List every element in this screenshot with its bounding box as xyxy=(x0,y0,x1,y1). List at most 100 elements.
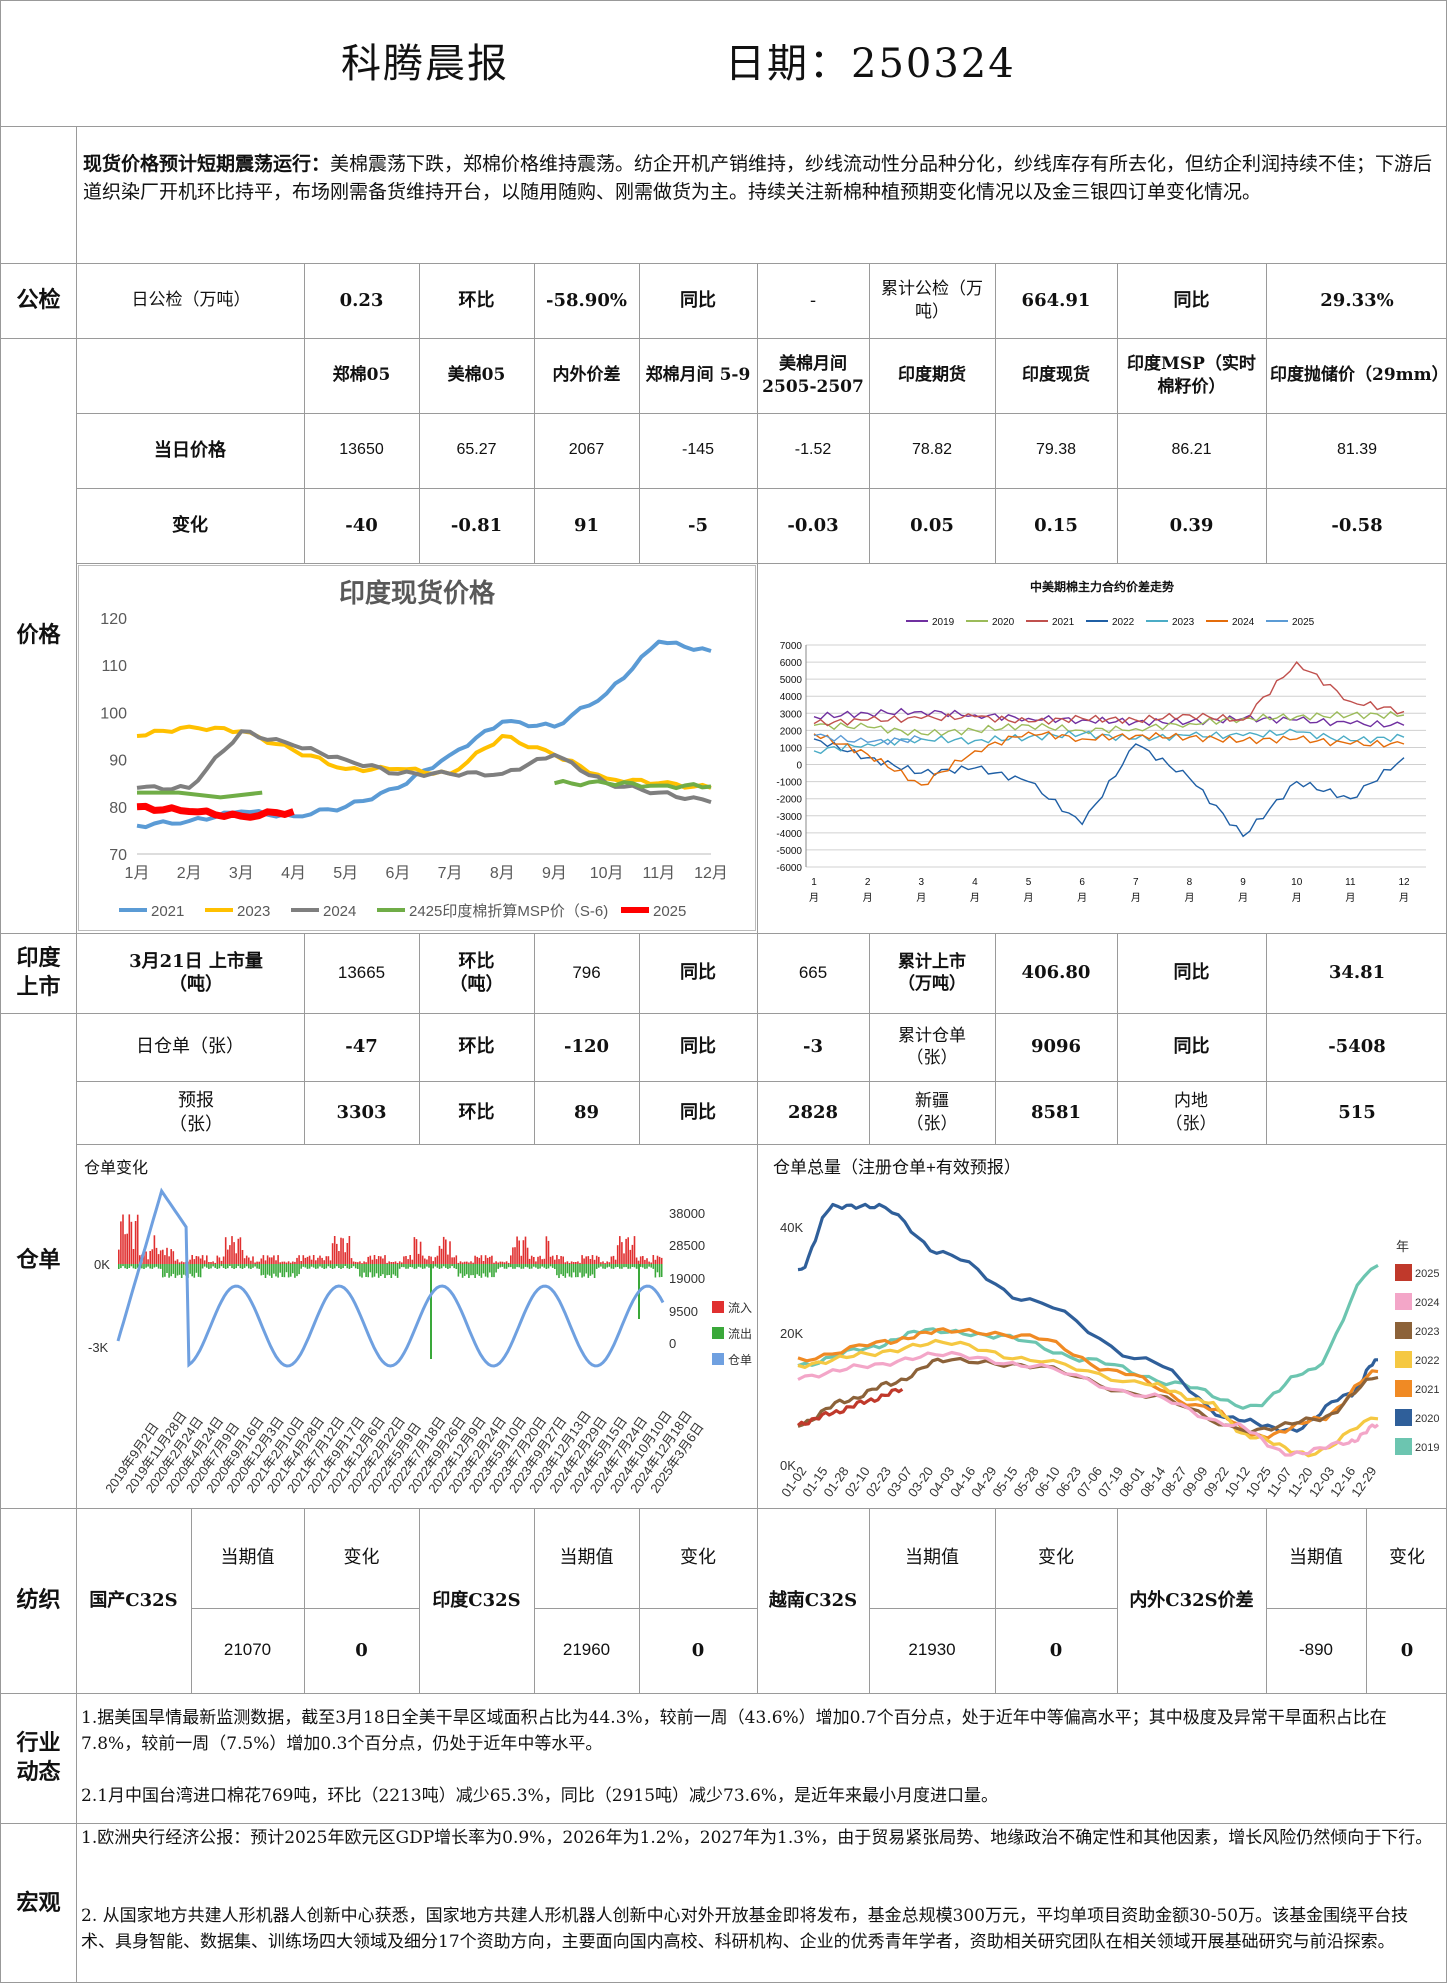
warrant-outflow-bar xyxy=(342,1264,344,1269)
spread-y-tick: -6000 xyxy=(776,863,802,874)
warrant-inflow-bar xyxy=(413,1237,416,1264)
warrant-inflow-bar xyxy=(371,1259,374,1264)
warrant-inflow-bar xyxy=(153,1235,156,1264)
warrant-outflow-bar xyxy=(436,1264,439,1268)
warrant-outflow-bar xyxy=(132,1264,135,1269)
spread-y-tick: 7000 xyxy=(780,641,803,652)
warrant-outflow-bar xyxy=(587,1264,590,1278)
total-legend-swatch xyxy=(1395,1322,1412,1339)
warrant-inflow-bar xyxy=(537,1256,539,1264)
yarn-chg-label-0: 变化 xyxy=(343,1547,380,1569)
warrant-outflow-bar xyxy=(419,1264,422,1268)
warrant-outflow-bar xyxy=(367,1264,369,1278)
warrant-outflow-bar xyxy=(315,1264,317,1269)
india-yoy-label: 同比 xyxy=(680,962,716,984)
warrant-inflow-bar xyxy=(306,1256,309,1264)
price-header-7: 印度MSP（实时棉籽价） xyxy=(1127,354,1256,397)
warrant-outflow-bar xyxy=(445,1264,447,1268)
spread-y-tick: -5000 xyxy=(776,846,802,857)
warrant-outflow-bar xyxy=(279,1264,281,1273)
warrant-outflow-bar xyxy=(157,1264,160,1269)
warrant-inflow-bar xyxy=(124,1234,126,1264)
warrant-outflow-bar xyxy=(539,1264,541,1269)
spread-x-tick-unit: 月 xyxy=(970,892,980,904)
warrant-inflow-bar xyxy=(180,1261,183,1264)
warrant-outflow-bar xyxy=(369,1264,372,1273)
warrant-inflow-bar xyxy=(583,1258,585,1264)
india-x-tick: 4月 xyxy=(281,865,306,882)
warrant-outflow-bar xyxy=(562,1264,564,1276)
warrant-inflow-bar xyxy=(625,1238,627,1264)
warrant-outflow-bar xyxy=(168,1264,170,1278)
warrant-outflow-bar xyxy=(176,1264,179,1276)
india-x-tick: 7月 xyxy=(438,865,463,882)
warrant-inflow-bar xyxy=(268,1257,271,1264)
warrant-inflow-bar xyxy=(514,1247,516,1264)
warrant-outflow-bar xyxy=(493,1264,495,1278)
warrant-outflow-bar xyxy=(329,1264,332,1268)
warrant-inflow-bar xyxy=(178,1262,181,1264)
section-inspection: 公检 xyxy=(16,287,61,314)
india-series-2024 xyxy=(136,729,712,805)
warrant-inflow-bar xyxy=(321,1257,323,1264)
warrant-inflow-bar xyxy=(369,1255,372,1264)
warrant-outflow-bar xyxy=(568,1264,571,1277)
warrant-outflow-bar xyxy=(470,1264,472,1276)
warrant-outflow-bar xyxy=(631,1264,634,1267)
warrant-outflow-bar xyxy=(650,1264,652,1268)
spread-chart-title: 中美期棉主力合约价差走势 xyxy=(1030,579,1174,594)
warrant-inflow-bar xyxy=(562,1256,564,1264)
warrant-outflow-bar xyxy=(545,1264,548,1269)
warrant-outflow-bar xyxy=(373,1264,376,1277)
warrant-inflow-bar xyxy=(149,1251,151,1264)
spread-x-tick: 11 xyxy=(1345,877,1356,888)
warrant-inflow-bar xyxy=(327,1256,330,1264)
warrant-outflow-bar xyxy=(595,1264,598,1269)
warrant-inflow-bar xyxy=(266,1255,269,1264)
warrant-outflow-bar xyxy=(300,1264,302,1269)
spread-series-2020 xyxy=(813,710,1405,737)
warrant-inflow-bar xyxy=(262,1255,265,1264)
warrant-outflow-bar xyxy=(254,1264,256,1267)
warrant-outflow-bar xyxy=(283,1264,286,1278)
warrant-outflow-bar xyxy=(589,1264,592,1276)
warrant-inflow-bar xyxy=(191,1255,193,1264)
total-legend-swatch xyxy=(1395,1351,1412,1368)
warrant-outflow-bar xyxy=(323,1264,325,1269)
warrant-inflow-bar xyxy=(388,1261,390,1264)
warrant-inflow-bar xyxy=(541,1259,543,1264)
india-series-msp-early xyxy=(137,790,263,800)
warrant-inflow-bar xyxy=(547,1240,550,1264)
warrant-nd: 515 xyxy=(1338,1101,1376,1123)
warrant-outflow-bar xyxy=(281,1264,284,1277)
warrant-outflow-bar xyxy=(147,1264,149,1267)
warrant-legend-swatch xyxy=(712,1353,724,1365)
warrant-outflow-bar xyxy=(438,1264,441,1269)
spread-x-tick: 12 xyxy=(1398,877,1410,888)
warrant-outflow-bar xyxy=(401,1264,403,1268)
yarn-cur-label-3: 当期值 xyxy=(1289,1547,1343,1569)
warrant-inflow-bar xyxy=(294,1261,296,1264)
warrant-outflow-bar xyxy=(489,1264,491,1273)
warrant-outflow-bar xyxy=(227,1264,229,1269)
warrant-outflow-bar xyxy=(312,1264,315,1268)
spread-series-2025 xyxy=(813,733,922,746)
warrant-outflow-bar xyxy=(118,1264,120,1269)
yarn-name-0: 国产C32S xyxy=(89,1589,178,1611)
warrant-daily-mom: -120 xyxy=(563,1036,610,1058)
warrant-inflow-bar xyxy=(361,1263,363,1264)
warrant-inflow-bar xyxy=(568,1262,571,1264)
price-change-3: -5 xyxy=(688,514,708,536)
warrant-outflow-bar xyxy=(359,1264,361,1277)
warrant-inflow-bar xyxy=(176,1259,179,1264)
warrant-inflow-bar xyxy=(493,1262,495,1264)
warrant-outflow-bar xyxy=(237,1264,240,1267)
warrant-inflow-bar xyxy=(155,1247,158,1264)
warrant-forecast-mom: 89 xyxy=(573,1101,600,1123)
warrant-outflow-bar xyxy=(449,1264,451,1269)
warrant-inflow-bar xyxy=(130,1221,133,1264)
warrant-inflow-bar xyxy=(377,1256,380,1264)
inspection-cum-yoy-label: 同比 xyxy=(1173,289,1210,311)
warrant-outflow-bar xyxy=(210,1264,212,1269)
warrant-inflow-bar xyxy=(298,1255,300,1264)
